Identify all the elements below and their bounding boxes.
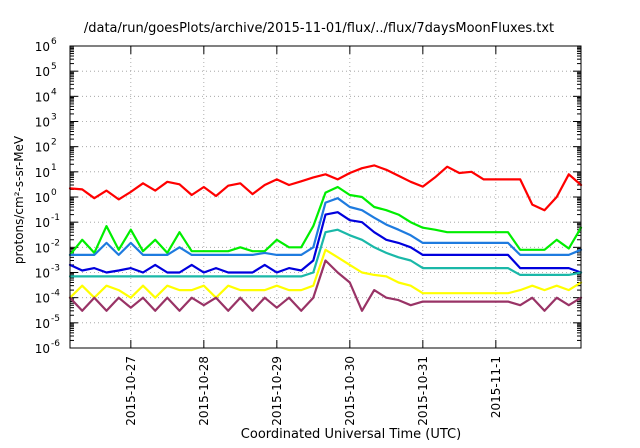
y-tick-exponent: 6: [51, 37, 57, 47]
series-line: [68, 228, 583, 278]
x-axis-label: Coordinated Universal Time (UTC): [241, 427, 461, 442]
chart-title: /data/run/goesPlots/archive/2015-11-01/f…: [84, 21, 554, 36]
y-tick-exponent: 5: [51, 62, 57, 72]
x-tick-label: 2015-10-30: [343, 356, 357, 426]
x-tick-label: 2015-10-29: [270, 356, 284, 426]
series-lines: [68, 164, 583, 312]
y-tick-label: 10-2: [35, 238, 60, 255]
y-tick-label: 102: [35, 138, 57, 155]
y-tick-label: 10-3: [35, 264, 60, 281]
y-tick-label: 104: [35, 87, 57, 104]
series-line: [68, 259, 583, 312]
y-ticks: 10-610-510-410-310-210-11001011021031041…: [35, 37, 581, 356]
y-tick-exponent: 1: [51, 163, 57, 173]
y-tick-exponent: -6: [51, 339, 60, 349]
y-tick-exponent: -5: [51, 314, 60, 324]
y-tick-label: 103: [35, 113, 57, 130]
y-tick-label: 101: [35, 163, 57, 180]
series-line: [68, 164, 583, 212]
y-tick-exponent: 3: [51, 113, 57, 123]
x-tick-label: 2015-11-1: [489, 356, 503, 418]
y-tick-exponent: -3: [51, 264, 60, 274]
y-tick-label: 106: [35, 37, 57, 54]
series-line: [68, 185, 583, 256]
y-tick-exponent: 2: [51, 138, 57, 148]
y-tick-exponent: -2: [51, 238, 60, 248]
y-tick-label: 10-6: [35, 339, 61, 356]
y-tick-exponent: 4: [51, 87, 57, 97]
y-tick-exponent: 0: [51, 188, 57, 198]
x-tick-label: 2015-10-31: [416, 356, 430, 426]
y-axis-label: protons/cm²-s-sr-MeV: [12, 135, 26, 264]
x-tick-label: 2015-10-28: [197, 356, 211, 426]
y-tick-label: 10-5: [35, 314, 60, 331]
x-ticks: 2015-10-27 2015-10-28 2015-10-29 2015-10-30…: [124, 46, 503, 426]
y-tick-exponent: -4: [51, 289, 60, 299]
series-line: [68, 248, 583, 299]
series-line: [68, 211, 583, 274]
y-tick-label: 100: [35, 188, 57, 205]
x-tick-label: 2015-10-27: [124, 356, 138, 426]
plot-frame: [69, 45, 582, 349]
y-tick-exponent: -1: [51, 213, 60, 223]
y-tick-label: 105: [35, 62, 57, 79]
y-tick-label: 10-4: [35, 289, 61, 306]
y-tick-label: 10-1: [35, 213, 60, 230]
series-line: [68, 197, 583, 256]
